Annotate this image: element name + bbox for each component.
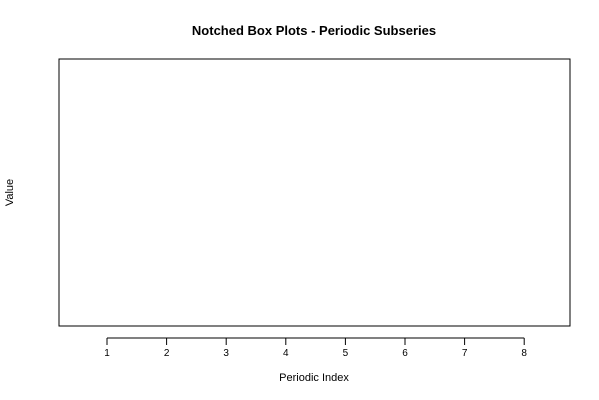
x-tick-label: 6 bbox=[402, 348, 408, 359]
x-tick-label: 8 bbox=[521, 348, 527, 359]
x-tick-label: 7 bbox=[462, 348, 468, 359]
x-tick-label: 2 bbox=[164, 348, 170, 359]
y-axis-label: Value bbox=[4, 179, 16, 206]
x-axis-label: Periodic Index bbox=[279, 372, 349, 384]
x-tick-label: 1 bbox=[104, 348, 110, 359]
x-tick-label: 5 bbox=[343, 348, 349, 359]
x-axis: 1 2 3 4 5 6 7 8 bbox=[104, 337, 527, 359]
x-tick-label: 4 bbox=[283, 348, 289, 359]
plot-frame bbox=[58, 58, 571, 327]
chart-title: Notched Box Plots - Periodic Subseries bbox=[192, 23, 436, 38]
x-tick-label: 3 bbox=[223, 348, 229, 359]
